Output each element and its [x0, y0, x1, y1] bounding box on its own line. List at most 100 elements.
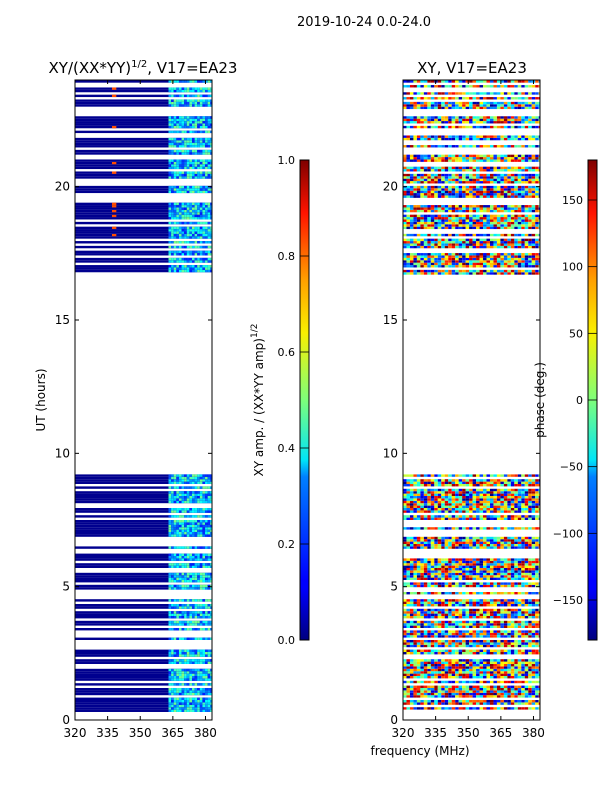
heatmap-cell — [538, 661, 540, 664]
heatmap-cell — [186, 265, 190, 268]
heatmap-cell — [496, 671, 501, 674]
heatmap-cell — [500, 640, 504, 643]
heatmap-cell — [189, 616, 192, 619]
heatmap-cell — [521, 575, 525, 578]
heatmap-cell — [437, 613, 442, 616]
heatmap-cell — [483, 563, 487, 566]
heatmap-cell — [538, 265, 540, 268]
heatmap-cell — [186, 575, 190, 578]
heatmap-cell — [503, 510, 508, 513]
heatmap-cell — [191, 676, 195, 679]
heatmap-cell — [507, 546, 511, 549]
heatmap-cell — [406, 630, 410, 633]
heatmap-cell — [496, 685, 501, 688]
heatmap-cell — [197, 676, 200, 679]
heatmap-cell — [441, 649, 445, 652]
heatmap-cell — [171, 697, 174, 700]
heatmap-cell — [444, 577, 449, 580]
heatmap-cell — [483, 544, 487, 547]
heatmap-cell — [207, 688, 211, 691]
heatmap-cell — [168, 532, 172, 535]
heatmap-cell — [205, 164, 208, 167]
heatmap-cell — [448, 563, 452, 566]
heatmap-cell — [178, 623, 182, 626]
heatmap-cell — [538, 541, 540, 544]
heatmap-cell — [403, 541, 407, 544]
heatmap-cell — [444, 692, 449, 696]
heatmap-cell — [462, 649, 466, 652]
heatmap-cell — [168, 580, 172, 583]
heatmap-cell — [514, 630, 518, 633]
heatmap-cell — [503, 558, 508, 561]
heatmap-cell — [524, 496, 529, 499]
heatmap-cell — [503, 496, 508, 499]
heatmap-cell — [403, 269, 407, 273]
heatmap-cell — [420, 671, 424, 674]
heatmap-cell — [205, 474, 208, 477]
heatmap-cell — [535, 642, 539, 645]
heatmap-cell — [524, 572, 529, 576]
heatmap-cell — [176, 572, 179, 576]
heatmap-cell — [479, 269, 484, 273]
heatmap-cell — [507, 510, 511, 513]
heatmap-cell — [531, 599, 536, 602]
heatmap-cell — [197, 229, 200, 232]
heatmap-cell — [413, 500, 417, 504]
heatmap-cell — [486, 676, 490, 679]
heatmap-cell — [430, 505, 435, 508]
heatmap-cell — [416, 700, 421, 703]
heatmap-cell — [168, 678, 172, 681]
heatmap-cell — [171, 587, 174, 590]
heatmap-cell — [521, 505, 525, 508]
heatmap-cell — [202, 260, 206, 263]
heatmap-cell — [465, 707, 470, 710]
heatmap-cell — [535, 546, 539, 549]
heatmap-cell — [168, 704, 172, 708]
heatmap-cell — [510, 642, 515, 645]
heatmap-cell — [434, 546, 438, 549]
heatmap-cell — [455, 500, 459, 504]
heatmap-cell — [181, 190, 185, 194]
heatmap-cell — [427, 685, 431, 688]
heatmap-cell — [191, 80, 195, 83]
heatmap-cell — [517, 616, 522, 619]
heatmap-cell — [202, 678, 206, 681]
heatmap-cell — [409, 544, 414, 547]
heatmap-cell — [479, 652, 484, 655]
heatmap-cell — [423, 623, 428, 626]
heatmap-cell — [184, 101, 187, 105]
heatmap-cell — [194, 661, 198, 664]
heatmap-cell — [191, 87, 195, 90]
heatmap-cell — [510, 484, 515, 487]
heatmap-cell — [168, 558, 172, 561]
heatmap-cell — [194, 692, 198, 696]
heatmap-cell — [184, 202, 187, 206]
heatmap-cell — [168, 149, 172, 153]
heatmap-cell — [194, 185, 198, 189]
heatmap-cell — [514, 527, 518, 530]
heatmap-cell — [406, 664, 410, 667]
heatmap-cell — [173, 654, 177, 657]
heatmap-cell — [168, 620, 172, 624]
heatmap-cell — [437, 508, 442, 511]
heatmap-cell — [210, 231, 212, 234]
heatmap-cell — [205, 676, 208, 679]
heatmap-cell — [186, 623, 190, 626]
heatmap-cell — [202, 690, 206, 693]
heatmap-cell — [493, 623, 497, 626]
heatmap-cell — [181, 532, 185, 535]
heatmap-cell — [168, 616, 172, 619]
heatmap-cell — [202, 152, 206, 155]
heatmap-cell — [423, 575, 428, 578]
heatmap-cell — [205, 149, 208, 153]
heatmap-cell — [538, 481, 540, 484]
heatmap-cell — [403, 659, 407, 662]
heatmap-cell — [210, 668, 212, 672]
heatmap-cell — [184, 534, 187, 537]
heatmap-cell — [423, 685, 428, 688]
heatmap-cell — [406, 544, 410, 547]
heatmap-cell — [210, 661, 212, 664]
heatmap-cell — [496, 577, 501, 580]
heatmap-cell — [205, 226, 208, 230]
heatmap-cell — [199, 217, 203, 220]
